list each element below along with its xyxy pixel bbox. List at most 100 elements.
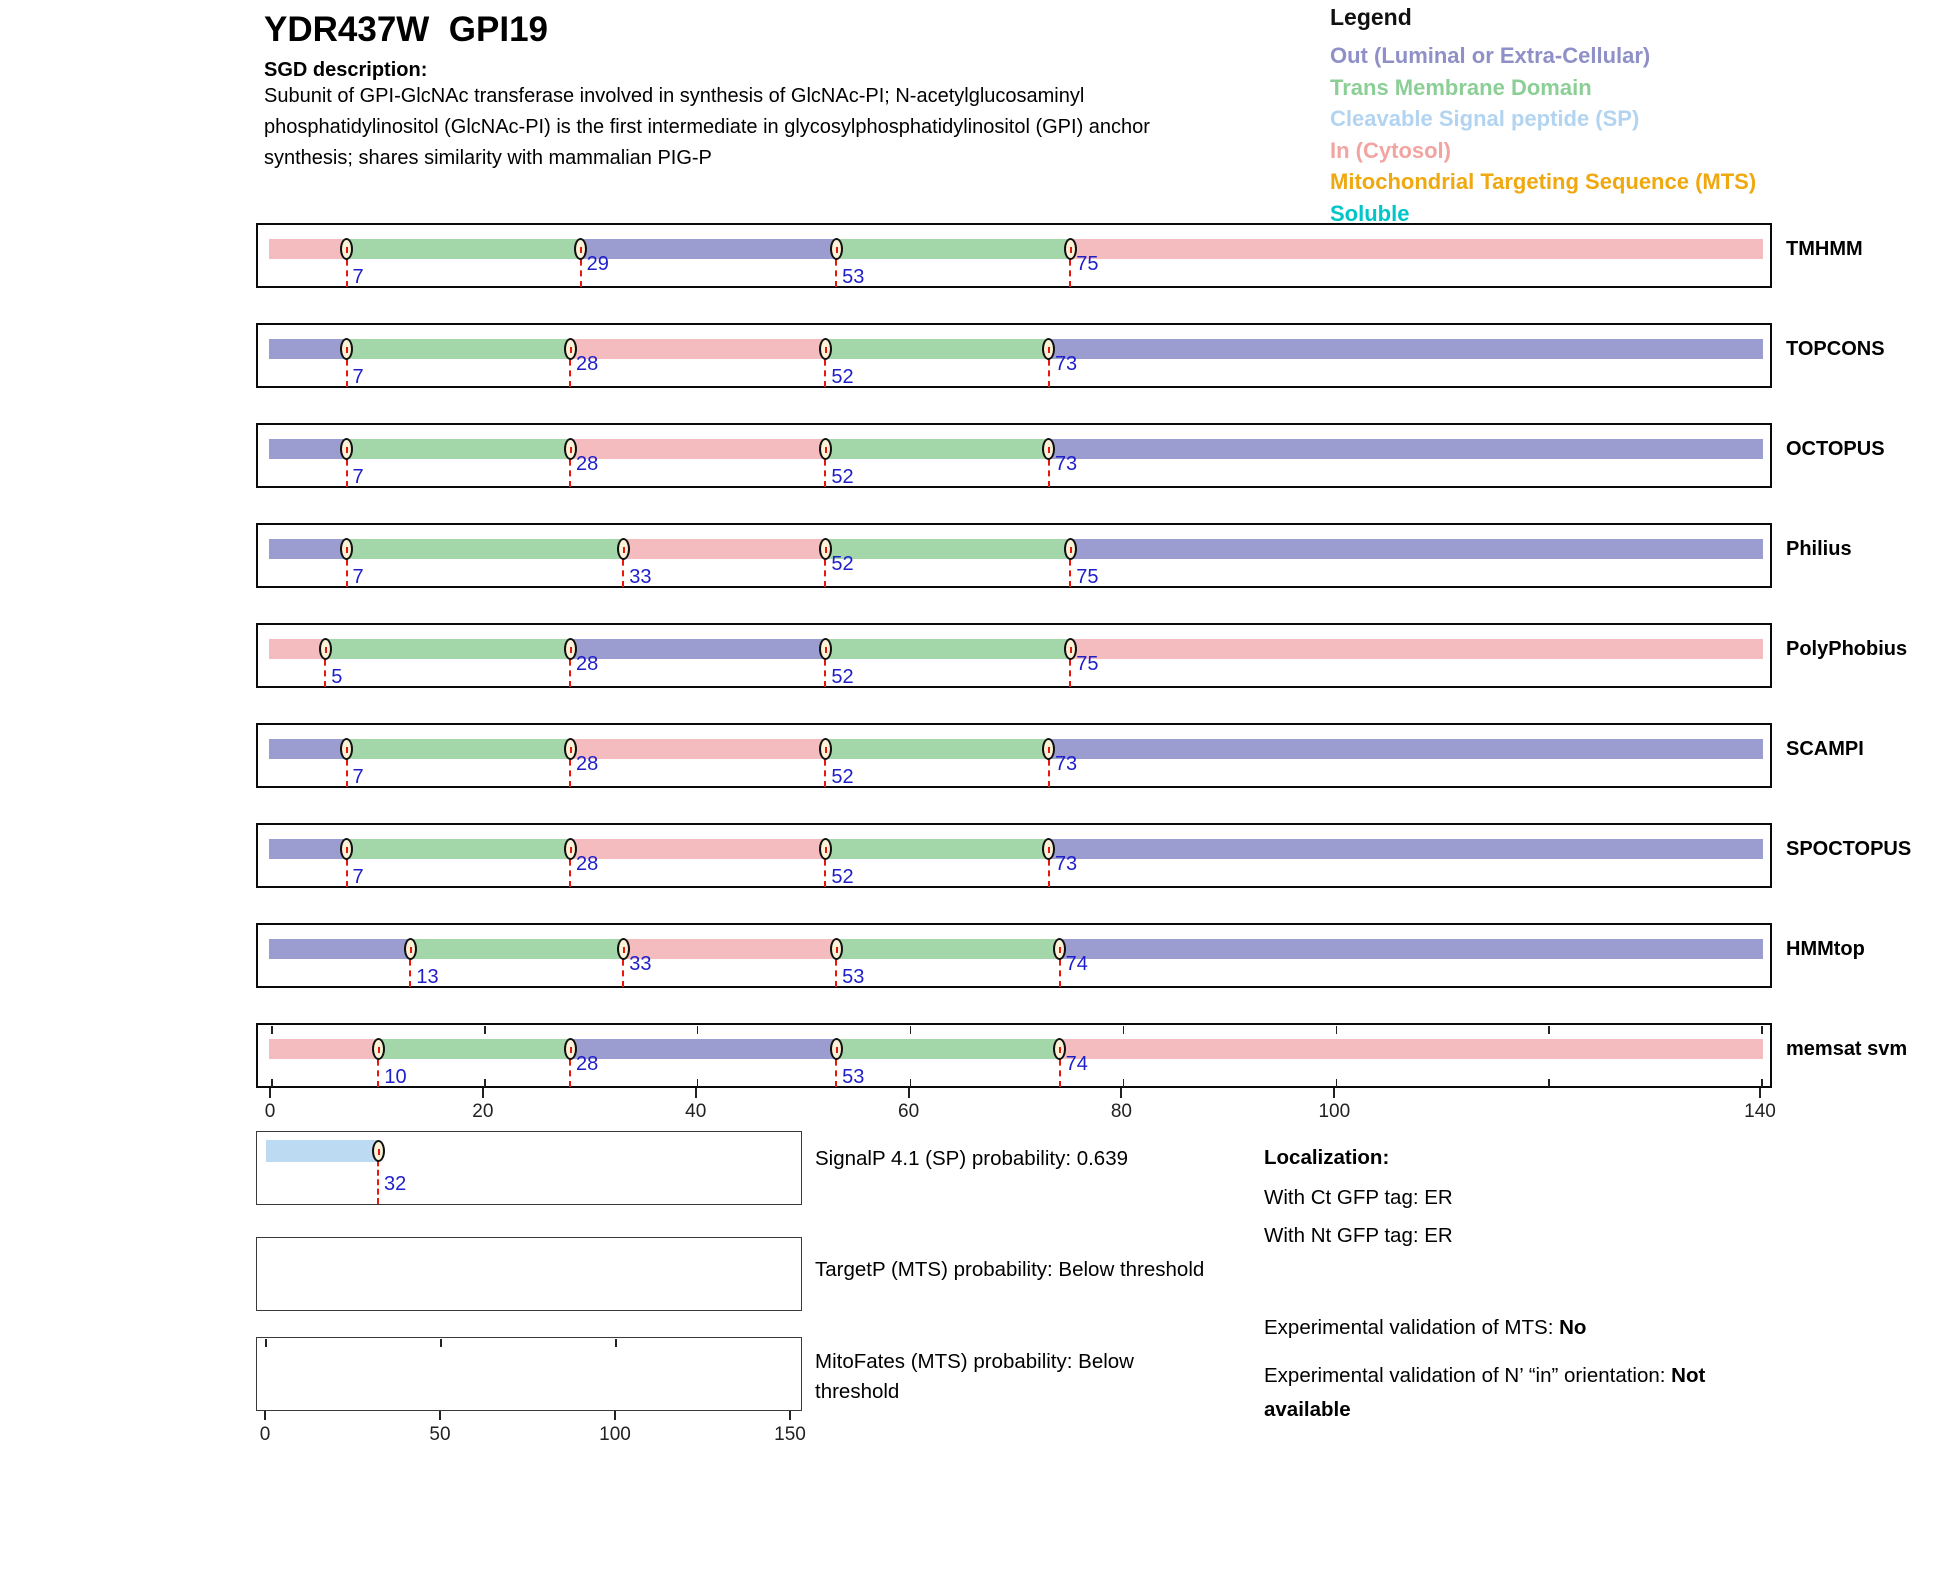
boundary-dashed-line [569, 849, 571, 887]
ruler-tick-top [1761, 1026, 1763, 1034]
track-box-hmmtop: 13 33 53 74 [256, 923, 1772, 988]
boundary-dashed-line [1058, 949, 1061, 987]
marker-center-dot [377, 1047, 380, 1053]
region-segment-tm [346, 739, 570, 759]
track-label-hmmtop: HMMtop [1786, 938, 1865, 960]
track-label-scampi: SCAMPI [1786, 738, 1864, 760]
legend-item-in: In (Cytosol) [1330, 137, 1451, 163]
boundary-marker [818, 738, 832, 760]
region-segment-out [1048, 739, 1763, 759]
track-label-tmhmm: TMHMM [1786, 238, 1863, 260]
mitofates-text: MitoFates (MTS) probability: Below thres… [815, 1347, 1134, 1407]
region-segment-tm [346, 839, 570, 859]
boundary-marker [829, 938, 843, 960]
region-segment-tm [825, 539, 1071, 559]
marker-center-dot [824, 747, 827, 753]
marker-center-dot [1069, 647, 1072, 653]
boundary-dashed-line [409, 949, 412, 987]
targetp-plot-box [256, 1237, 802, 1311]
marker-center-dot [824, 647, 827, 653]
boundary-dashed-line [345, 749, 348, 787]
region-segment-in [623, 539, 826, 559]
boundary-dashed-line [824, 549, 827, 587]
description-line: synthesis; shares similarity with mammal… [264, 147, 712, 169]
region-segment-tm [825, 739, 1049, 759]
boundary-marker [563, 1038, 577, 1060]
boundary-position-label: 52 [831, 866, 854, 888]
axis-tick-label: 40 [685, 1101, 707, 1122]
axis-tick [1333, 1088, 1336, 1098]
region-segment-out [1059, 939, 1763, 959]
ruler-tick-bottom [909, 1079, 912, 1087]
boundary-position-label: 75 [1076, 653, 1099, 675]
boundary-dashed-line [1069, 649, 1072, 687]
axis-tick-label: 60 [898, 1101, 920, 1122]
localization-title: Localization: [1264, 1146, 1390, 1169]
boundary-position-label: 73 [1054, 353, 1078, 375]
marker-center-dot [824, 447, 827, 453]
boundary-position-label: 7 [352, 866, 364, 888]
plot-axis-tick [264, 1411, 266, 1420]
plot-axis-tick [439, 1411, 441, 1420]
boundary-position-label: 52 [831, 666, 854, 688]
boundary-position-label: 7 [352, 466, 364, 488]
boundary-position-label: 53 [842, 1066, 865, 1088]
region-segment-out [269, 439, 347, 459]
legend: Legend Out (Luminal or Extra-Cellular) T… [1330, 4, 1756, 229]
page-title: YDR437W GPI19 [264, 10, 548, 49]
region-segment-out [1048, 439, 1763, 459]
axis-tick [481, 1088, 484, 1098]
boundary-position-label: 28 [576, 753, 599, 775]
boundary-position-label: 52 [831, 553, 854, 575]
ruler-tick-bottom [271, 1079, 273, 1087]
marker-center-dot [569, 347, 572, 353]
ruler-tick-bottom [1122, 1079, 1125, 1087]
ruler-tick-top [484, 1026, 486, 1034]
track-label-philius: Philius [1786, 538, 1852, 560]
ruler-tick-top [1335, 1026, 1338, 1034]
track-box-scampi: 7 28 52 73 [256, 723, 1772, 788]
boundary-position-label: 28 [576, 1053, 599, 1075]
plot-axis-tick-label: 0 [259, 1424, 271, 1445]
axis-tick-label: 80 [1110, 1101, 1133, 1122]
boundary-dashed-line [824, 849, 827, 887]
boundary-position-label: 28 [576, 653, 599, 675]
track-label-memsat-svm: memsat svm [1786, 1038, 1908, 1060]
region-segment-tm [346, 339, 570, 359]
boundary-dashed-line [1047, 749, 1050, 787]
boundary-position-label: 7 [352, 766, 364, 788]
boundary-marker [1063, 238, 1077, 260]
boundary-marker [340, 738, 353, 760]
legend-item-soluble: Soluble [1330, 200, 1410, 226]
track-box-octopus: 7 28 52 73 [256, 423, 1772, 488]
boundary-dashed-line [1069, 249, 1072, 287]
boundary-dashed-line [835, 1049, 838, 1087]
marker-center-dot [346, 347, 348, 353]
track-label-polyphobius: PolyPhobius [1786, 638, 1908, 660]
track-box-tmhmm: 7 29 53 75 [256, 223, 1772, 288]
marker-center-dot [346, 447, 348, 453]
marker-center-dot [569, 747, 572, 753]
plot-axis-tick [614, 1411, 616, 1420]
axis-tick-label: 20 [472, 1101, 494, 1122]
plot-axis-tick-label: 150 [774, 1424, 806, 1445]
boundary-dashed-line [569, 349, 571, 387]
boundary-marker [616, 938, 630, 960]
boundary-marker [563, 838, 577, 860]
legend-item-mts: Mitochondrial Targeting Sequence (MTS) [1330, 169, 1757, 194]
boundary-marker [829, 238, 843, 260]
track-box-spoctopus: 7 28 52 73 [256, 823, 1772, 888]
boundary-marker [340, 438, 353, 460]
legend-item-out: Out (Luminal or Extra-Cellular) [1330, 43, 1651, 68]
axis-tick [694, 1088, 697, 1098]
region-segment-out [1048, 839, 1763, 859]
mitofates-text-line: MitoFates (MTS) probability: Below [815, 1350, 1134, 1373]
boundary-dashed-line [824, 449, 827, 487]
legend-title: Legend [1330, 4, 1412, 30]
boundary-position-label: 75 [1076, 566, 1099, 588]
plot-ruler-tick-top [440, 1339, 442, 1347]
boundary-position-label: 28 [576, 453, 599, 475]
boundary-position-label: 74 [1065, 953, 1088, 975]
mts-validation-value: No [1559, 1316, 1587, 1339]
